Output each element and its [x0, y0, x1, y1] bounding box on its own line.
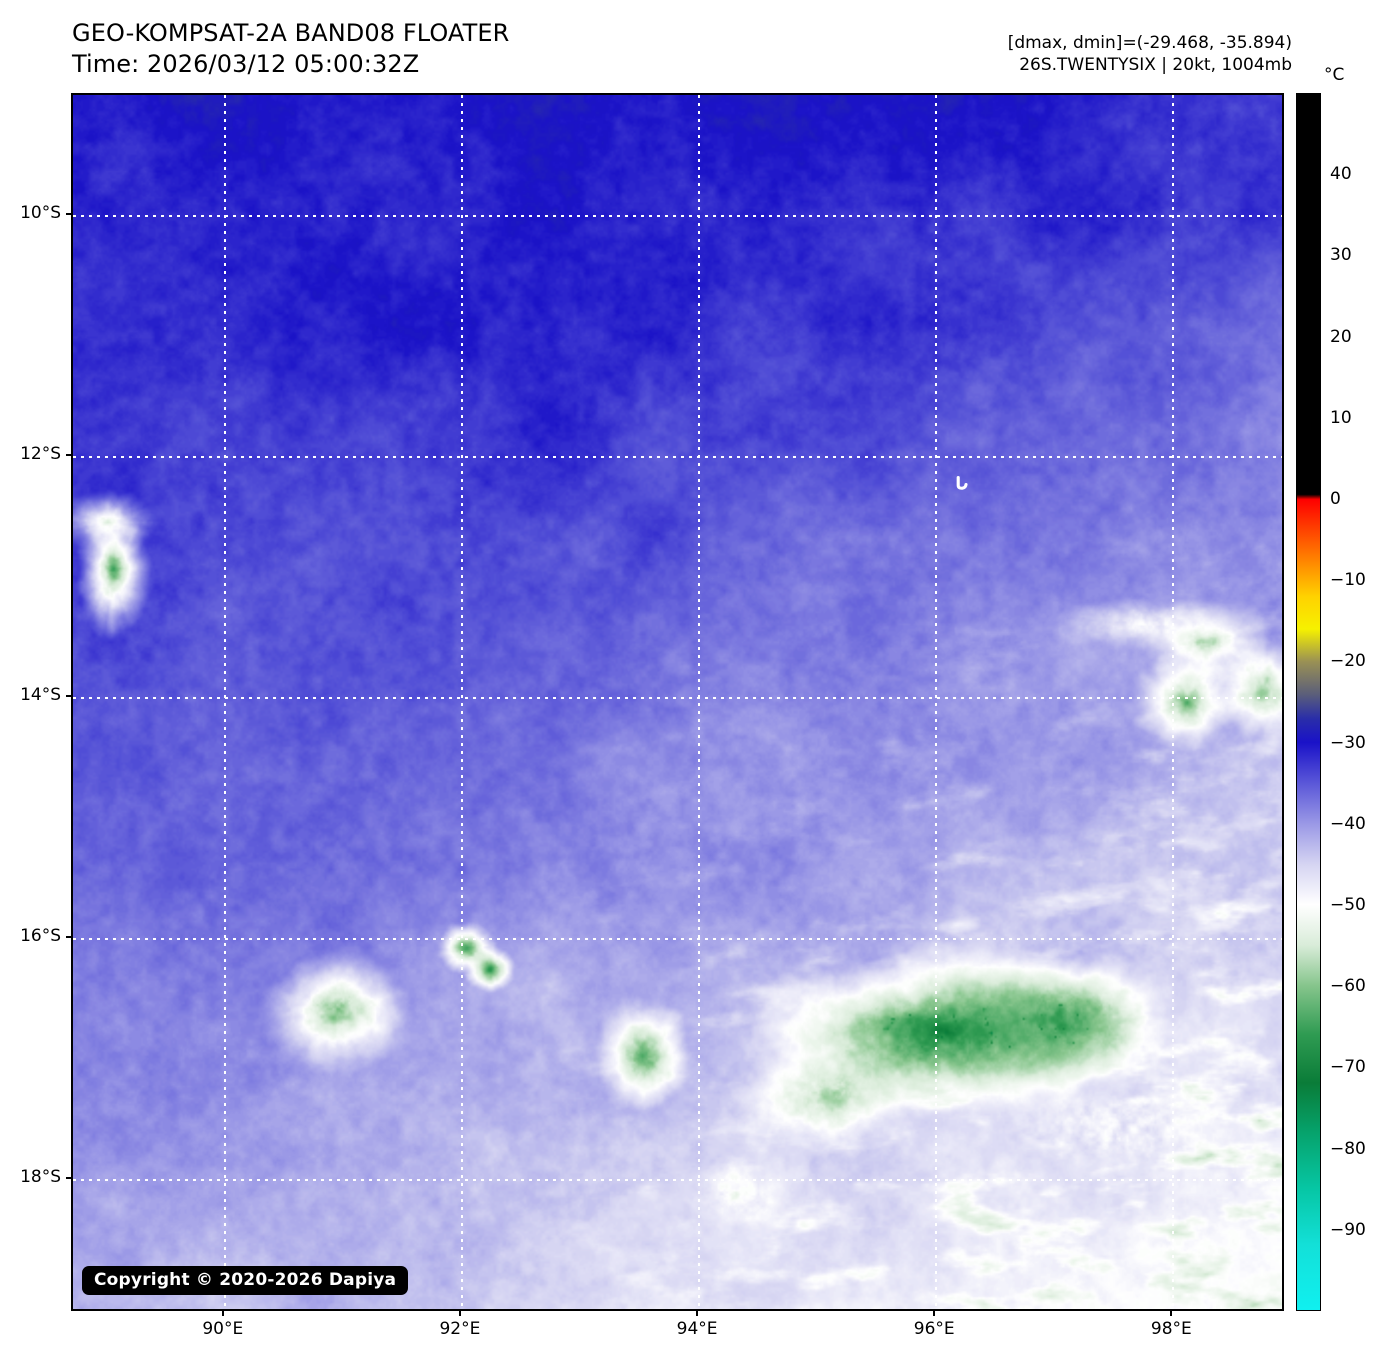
xtick-mark [221, 1311, 224, 1316]
storm-info-label: 26S.TWENTYSIX | 20kt, 1004mb [1019, 55, 1292, 76]
colorbar-tick-neg90: −90 [1330, 1219, 1366, 1240]
ytick-label-18S: 18°S [20, 1167, 61, 1188]
colorbar-tick-30: 30 [1330, 245, 1352, 266]
colorbar-tick-neg30: −30 [1330, 732, 1366, 753]
colorbar-tick-neg60: −60 [1330, 976, 1366, 997]
header-title-block: GEO-KOMPSAT-2A BAND08 FLOATER Time: 2026… [72, 18, 509, 80]
data-range-label: [dmax, dmin]=(-29.468, -35.894) [1007, 33, 1292, 53]
copyright-badge: Copyright © 2020-2026 Dapiya [82, 1266, 409, 1295]
timestamp-label: Time: 2026/03/12 05:00:32Z [72, 50, 420, 79]
ytick-label-12S: 12°S [20, 443, 61, 464]
satellite-image-plot[interactable]: Copyright © 2020-2026 Dapiya [71, 93, 1284, 1311]
ytick-label-14S: 14°S [20, 684, 61, 705]
temperature-colorbar[interactable] [1296, 93, 1321, 1311]
ytick-label-16S: 16°S [20, 926, 61, 947]
colorbar-tick-neg80: −80 [1330, 1138, 1366, 1159]
colorbar-tick-neg10: −10 [1330, 570, 1366, 591]
header-meta-block: [dmax, dmin]=(-29.468, -35.894) 26S.TWEN… [1008, 32, 1292, 77]
page-title: GEO-KOMPSAT-2A BAND08 FLOATER [72, 19, 510, 47]
ytick-mark [66, 694, 71, 697]
xtick-label-92E: 92°E [439, 1319, 481, 1339]
xtick-label-94E: 94°E [676, 1319, 718, 1339]
ytick-mark [66, 1177, 71, 1180]
colorbar-unit-label: °C [1324, 65, 1345, 85]
colorbar-tick-neg40: −40 [1330, 813, 1366, 834]
xtick-mark [1170, 1311, 1173, 1316]
colorbar-tick-10: 10 [1330, 407, 1352, 428]
colorbar-tick-neg50: −50 [1330, 895, 1366, 915]
xtick-label-98E: 98°E [1150, 1319, 1192, 1339]
colorbar-tick-neg20: −20 [1330, 651, 1366, 672]
xtick-mark [933, 1311, 936, 1316]
colorbar-tick-20: 20 [1330, 326, 1352, 347]
colorbar-tick-neg70: −70 [1330, 1057, 1366, 1078]
colorbar-tick-0: 0 [1330, 489, 1341, 509]
xtick-mark [696, 1311, 699, 1316]
colorbar-gradient [1297, 94, 1320, 1310]
xtick-label-96E: 96°E [913, 1319, 955, 1339]
ytick-mark [66, 936, 71, 939]
colorbar-tick-40: 40 [1330, 164, 1352, 185]
xtick-mark [458, 1311, 461, 1316]
satellite-imagery-canvas [73, 95, 1282, 1309]
ytick-mark [66, 453, 71, 456]
ytick-mark [66, 212, 71, 215]
ytick-label-10S: 10°S [20, 202, 61, 223]
xtick-label-90E: 90°E [202, 1319, 244, 1339]
